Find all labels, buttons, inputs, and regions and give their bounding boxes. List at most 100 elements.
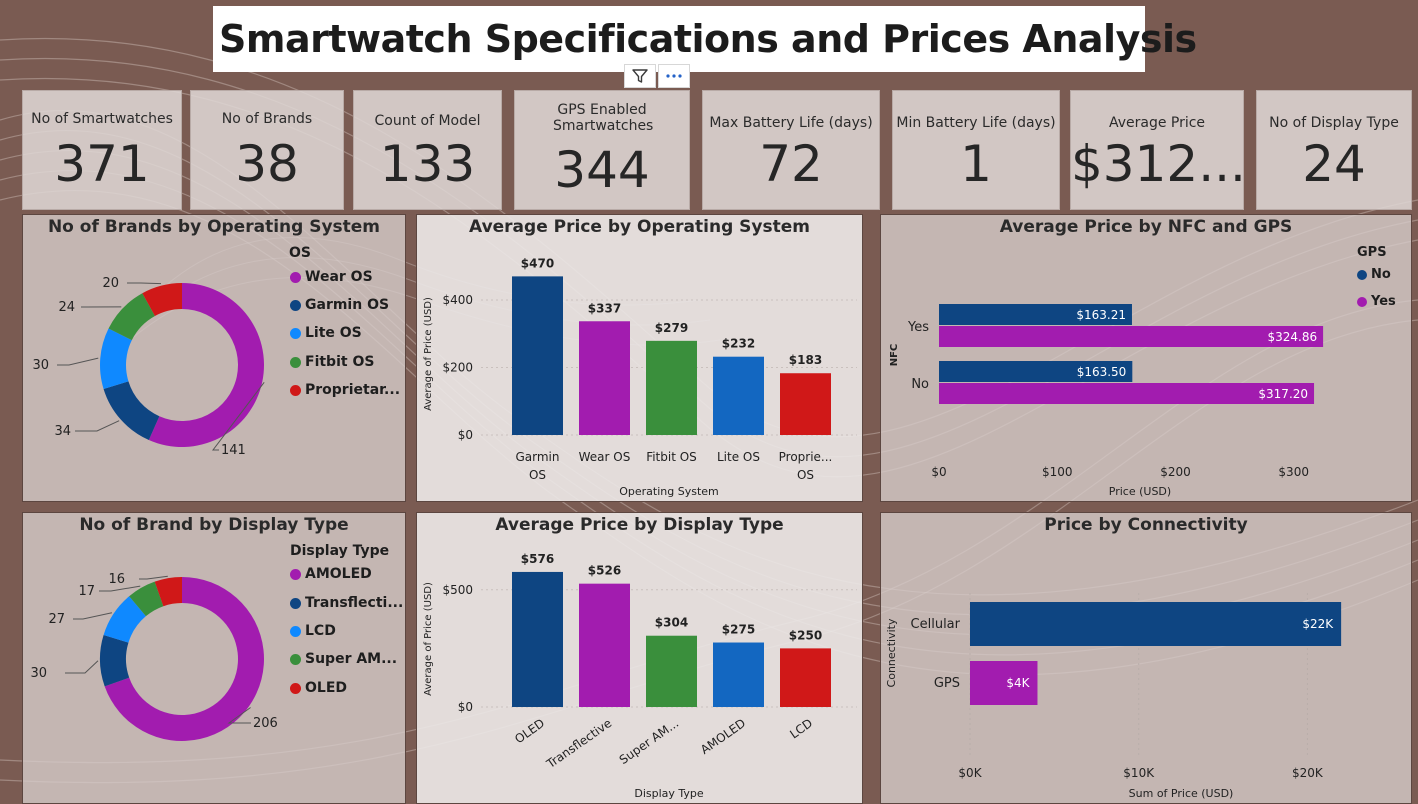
legend-dot — [290, 569, 301, 580]
data-label: 34 — [54, 424, 71, 439]
y-tick-label: $500 — [442, 583, 473, 597]
x-tick-label: Fitbit OS — [646, 450, 697, 464]
kpi-label: No of Display Type — [1257, 115, 1411, 131]
kpi-label: Min Battery Life (days) — [893, 115, 1059, 131]
bar-value-label: $470 — [521, 256, 554, 270]
x-tick-label: $0K — [958, 766, 982, 780]
x-tick-label: $100 — [1042, 465, 1073, 479]
bar — [579, 584, 630, 707]
y-axis-title: NFC — [889, 344, 900, 367]
kpi-card-display-types: No of Display Type 24 — [1256, 90, 1412, 210]
kpi-label: Average Price — [1071, 115, 1243, 131]
legend-label: Fitbit OS — [305, 354, 374, 370]
kpi-label: Max Battery Life (days) — [703, 115, 879, 131]
y-tick-label: $400 — [442, 293, 473, 307]
x-tick-label: Wear OS — [579, 450, 631, 464]
data-label: 16 — [108, 572, 125, 587]
x-tick-label: Super AM... — [617, 716, 682, 767]
kpi-label: No of Brands — [191, 111, 343, 127]
bar-value-label: $279 — [655, 321, 688, 335]
legend-item[interactable]: Transflecti... — [290, 595, 403, 611]
panel-avg-price-by-nfc-gps: Average Price by NFC and GPS $0$100$200$… — [880, 214, 1412, 502]
legend-item[interactable]: LCD — [290, 623, 336, 639]
kpi-label: Count of Model — [354, 113, 501, 129]
legend-dot — [290, 300, 301, 311]
legend-dot — [1357, 270, 1367, 280]
legend-dot — [1357, 297, 1367, 307]
legend-dot — [290, 598, 301, 609]
bar-value-label: $250 — [789, 628, 822, 642]
bar-value-label: $163.50 — [1077, 365, 1127, 379]
legend-label: Transflecti... — [305, 595, 403, 611]
data-label: 24 — [58, 300, 75, 315]
x-tick-label: Transflective — [543, 716, 614, 772]
bar-value-label: $317.20 — [1258, 387, 1308, 401]
y-tick-label: $0 — [458, 428, 473, 442]
more-options-icon[interactable] — [658, 64, 690, 88]
legend-item[interactable]: Proprietar... — [290, 382, 400, 398]
bar-value-label: $183 — [789, 353, 822, 367]
bar-value-label: $4K — [1006, 676, 1030, 690]
y-tick-label: Yes — [907, 320, 929, 335]
data-label: 20 — [102, 276, 119, 291]
bar — [713, 357, 764, 435]
kpi-value: $312.... — [1071, 135, 1243, 193]
legend-item[interactable]: Lite OS — [290, 325, 362, 341]
leader-line — [65, 661, 98, 673]
x-axis-title: Operating System — [619, 485, 719, 498]
bar-value-label: $324.86 — [1267, 330, 1317, 344]
bar-chart-avg-price-by-display: $0$500$576OLED$526Transflective$304Super… — [417, 513, 863, 804]
legend-dot — [290, 357, 301, 368]
x-tick-label: OS — [529, 468, 546, 482]
legend-title: GPS — [1357, 245, 1387, 260]
bar — [512, 572, 563, 707]
x-tick-label: $200 — [1160, 465, 1191, 479]
data-label: 141 — [221, 443, 246, 458]
y-tick-label: $0 — [458, 700, 473, 714]
kpi-value: 133 — [354, 135, 501, 193]
filter-icon[interactable] — [624, 64, 656, 88]
data-label: 206 — [253, 716, 278, 731]
kpi-value: 344 — [515, 141, 689, 199]
bar-value-label: $337 — [588, 301, 621, 315]
legend-item[interactable]: Wear OS — [290, 269, 373, 285]
x-axis-title: Price (USD) — [1109, 485, 1171, 498]
legend-dot — [290, 272, 301, 283]
x-tick-label: $20K — [1292, 766, 1324, 780]
kpi-card-max-battery: Max Battery Life (days) 72 — [702, 90, 880, 210]
legend-label: OLED — [305, 680, 347, 696]
legend-label: Yes — [1371, 294, 1396, 309]
legend-item[interactable]: Yes — [1357, 294, 1396, 309]
legend-item[interactable]: Garmin OS — [290, 297, 389, 313]
legend-item[interactable]: OLED — [290, 680, 347, 696]
legend-item[interactable]: Super AM... — [290, 651, 397, 667]
leader-line — [75, 421, 119, 431]
bar-value-label: $232 — [722, 337, 755, 351]
leader-line — [73, 613, 112, 619]
kpi-card-brands: No of Brands 38 — [190, 90, 344, 210]
x-tick-label: $300 — [1278, 465, 1309, 479]
panel-avg-price-by-display: Average Price by Display Type $0$500$576… — [416, 512, 863, 804]
legend-item[interactable]: AMOLED — [290, 566, 372, 582]
y-tick-label: No — [911, 377, 929, 392]
bar-value-label: $304 — [655, 616, 688, 630]
legend-label: Lite OS — [305, 325, 362, 341]
legend-label: AMOLED — [305, 566, 372, 582]
kpi-label: No of Smartwatches — [23, 111, 181, 127]
bar — [780, 373, 831, 435]
legend-title: OS — [289, 245, 311, 261]
legend-item[interactable]: No — [1357, 267, 1391, 282]
bar-value-label: $275 — [722, 623, 755, 637]
visual-header-icons — [624, 64, 690, 88]
kpi-value: 38 — [191, 135, 343, 193]
legend-item[interactable]: Fitbit OS — [290, 354, 374, 370]
donut-slice — [100, 635, 129, 686]
leader-line — [127, 283, 161, 284]
bar — [939, 326, 1323, 347]
x-tick-label: OS — [797, 468, 814, 482]
kpi-value: 371 — [23, 135, 181, 193]
x-tick-label: $10K — [1123, 766, 1155, 780]
